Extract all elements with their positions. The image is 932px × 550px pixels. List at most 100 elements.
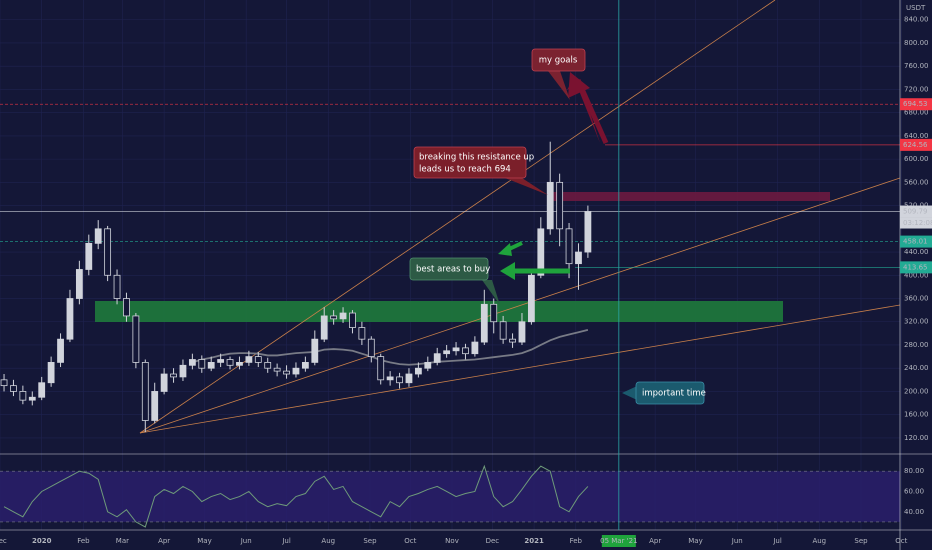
countdown-box: [900, 217, 932, 229]
callout: [413, 146, 527, 179]
price-pane: [0, 141, 592, 433]
drawings: [95, 0, 900, 434]
x-tick-label: Dec: [486, 537, 500, 545]
price-level-label: 413.65: [903, 263, 928, 271]
candle-body: [254, 356, 262, 363]
candle-body: [19, 391, 27, 401]
rsi-pane: [0, 464, 900, 528]
candle-body: [207, 361, 215, 369]
price-level-box: [900, 138, 932, 151]
candle-body: [38, 382, 46, 398]
candle-body: [527, 274, 535, 323]
x-tick-label: Mar: [116, 537, 129, 545]
candle-body: [433, 353, 441, 363]
candle-body: [339, 312, 347, 320]
candle-body: [575, 251, 582, 265]
x-tick-label: Feb: [77, 537, 90, 545]
price-level-label: 509.79: [903, 208, 928, 216]
candle-body: [188, 359, 196, 366]
candle-body: [66, 298, 74, 340]
candle-body: [113, 274, 121, 299]
candle-body: [320, 315, 328, 340]
y-tick-label: 600.00: [904, 155, 929, 163]
candle-body: [565, 228, 573, 265]
candle-body: [264, 361, 272, 369]
candle-body: [443, 350, 451, 355]
y-tick-label: 640.00: [904, 132, 929, 140]
candle-body: [28, 396, 36, 401]
support-zone: [95, 301, 783, 322]
x-tick-label: May: [688, 537, 702, 545]
candle-body: [226, 359, 234, 366]
price-level-box: [900, 261, 932, 274]
y-tick-label: 320.00: [904, 318, 929, 326]
candle-body: [198, 359, 206, 369]
candle-body: [10, 385, 17, 392]
x-tick-label: Aug: [321, 537, 335, 545]
candle-body: [283, 370, 290, 375]
y-tick-label: 680.00: [904, 109, 929, 117]
candle-body: [480, 303, 488, 343]
candle-body: [236, 361, 243, 366]
trendline: [139, 177, 900, 434]
rsi-band: [0, 471, 900, 522]
candle-body: [546, 181, 554, 230]
candle-body: [311, 338, 319, 363]
candle-body: [273, 367, 281, 372]
x-tick-label: Dec: [0, 537, 7, 545]
x-tick-label: Oct: [404, 537, 416, 545]
candle-body: [94, 228, 102, 244]
candle-body: [584, 211, 592, 253]
callout-pointer: [622, 386, 637, 400]
callout-text: best areas to buy: [416, 265, 490, 275]
countdown: 03:12:08: [903, 219, 932, 227]
x-tick-label: Jun: [240, 537, 252, 545]
cursor-label: 05 Mar '21: [600, 537, 637, 545]
candle-body: [358, 327, 366, 340]
x-tick-label: Aug: [812, 537, 826, 545]
annotations: my goals breaking this resistance up lea…: [409, 48, 706, 405]
candle-body: [330, 315, 338, 320]
x-tick-label: Jul: [772, 537, 782, 545]
candle-body: [367, 338, 375, 357]
callout-text: important time: [642, 389, 706, 399]
x-tick-label: Feb: [570, 537, 583, 545]
price-level-label: 694.53: [903, 100, 928, 108]
candle-body: [349, 312, 356, 328]
candle-body: [471, 341, 479, 355]
currency-label: USDT: [906, 4, 926, 12]
y-tick-label: 280.00: [904, 341, 929, 349]
price-level-box: [900, 205, 932, 218]
candle-body: [499, 321, 507, 340]
candle-body: [414, 367, 422, 375]
callout-pointer: [548, 71, 570, 100]
candle-body: [123, 298, 130, 317]
grid: [0, 0, 902, 530]
callout-pointer: [505, 178, 548, 195]
candle-body: [170, 373, 177, 378]
y-tick-label: 200.00: [904, 387, 929, 395]
buy-arrow-head: [500, 262, 515, 280]
candle-body: [85, 242, 93, 270]
x-tick-label: Jul: [281, 537, 291, 545]
x-tick-label: Jun: [731, 537, 743, 545]
candle-body: [0, 379, 8, 387]
candle-body: [405, 373, 413, 384]
candle-body: [396, 376, 403, 384]
levels: [0, 103, 900, 268]
x-tick-label: Nov: [445, 537, 459, 545]
y-tick-label: 760.00: [904, 62, 929, 70]
rsi-line: [3, 464, 589, 528]
candle-body: [462, 347, 469, 355]
callout: [409, 257, 489, 281]
candle-body: [104, 228, 112, 276]
candle-body: [518, 321, 526, 343]
y-tick-label: 840.00: [904, 16, 929, 24]
candle-body: [424, 361, 432, 369]
candle-body: [556, 181, 564, 230]
y-tick-label: 800.00: [904, 39, 929, 47]
x-tick-label: Apr: [649, 537, 661, 545]
x-tick-label: May: [197, 537, 211, 545]
